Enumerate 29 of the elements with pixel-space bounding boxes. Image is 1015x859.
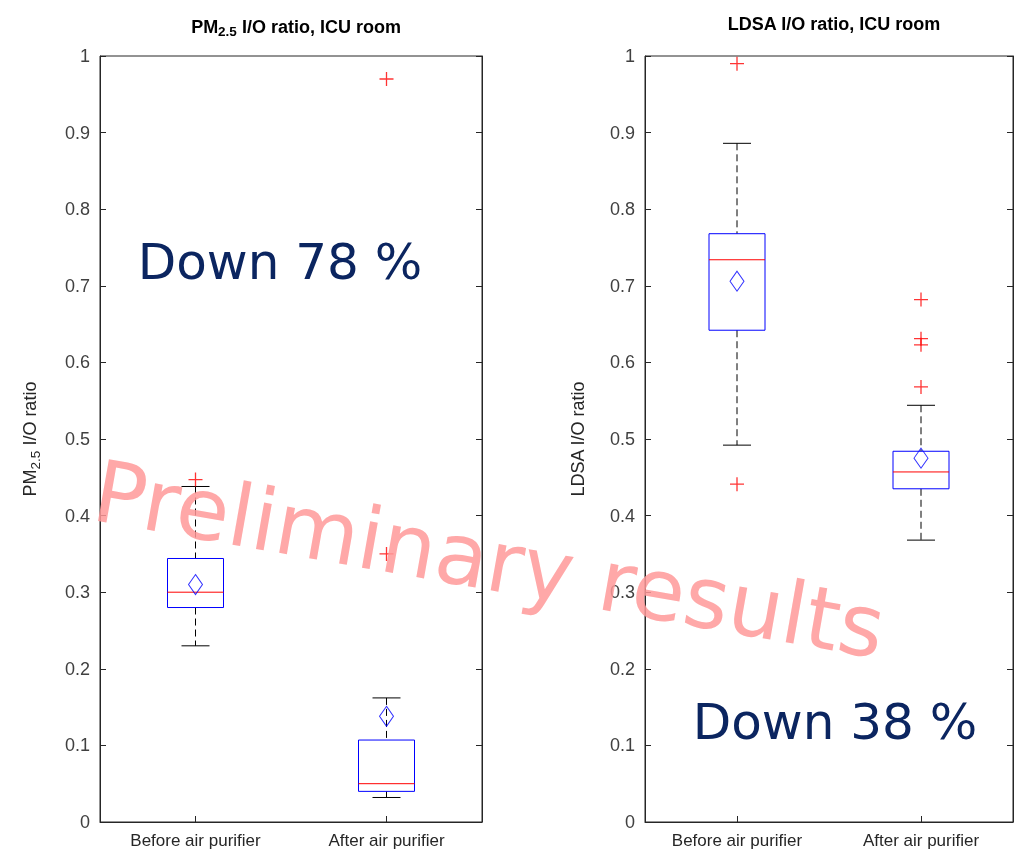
x-tick-label: Before air purifier	[671, 831, 803, 850]
y-tick-label: 0.6	[609, 352, 635, 373]
y-tick-label: 0.5	[609, 429, 635, 449]
y-tick-label: 0.3	[64, 582, 90, 603]
annotation: Down 38 %	[692, 693, 978, 751]
x-tick-label: After air purifier	[328, 831, 445, 850]
y-tick-label: 0.7	[64, 275, 90, 296]
y-tick-label: 0.6	[64, 352, 90, 373]
y-axis-title: PM2.5 I/O ratio	[20, 381, 43, 497]
y-tick-label: 0	[79, 812, 90, 832]
y-tick-label: 0.8	[64, 199, 90, 220]
y-tick-label: 0.4	[609, 505, 635, 526]
y-tick-label: 0.2	[64, 658, 90, 679]
y-tick-label: 1	[624, 46, 635, 66]
y-tick-label: 0.9	[64, 122, 90, 143]
y-tick-label: 0.5	[64, 429, 90, 449]
y-tick-label: 0.1	[609, 735, 635, 756]
y-tick-label: 0.2	[609, 658, 635, 679]
y-tick-label: 0.7	[609, 275, 635, 296]
x-tick-label: Before air purifier	[130, 831, 262, 850]
y-tick-label: 0.1	[64, 735, 90, 756]
chart-title: LDSA I/O ratio, ICU room	[727, 14, 941, 34]
y-tick-label: 0	[624, 812, 635, 832]
y-tick-label: 0.4	[64, 505, 90, 526]
annotation: Down 78 %	[137, 233, 423, 291]
y-tick-label: 1	[79, 46, 90, 66]
x-tick-label: After air purifier	[862, 831, 980, 850]
y-tick-label: 0.9	[609, 122, 635, 143]
y-tick-label: 0.8	[609, 199, 635, 220]
